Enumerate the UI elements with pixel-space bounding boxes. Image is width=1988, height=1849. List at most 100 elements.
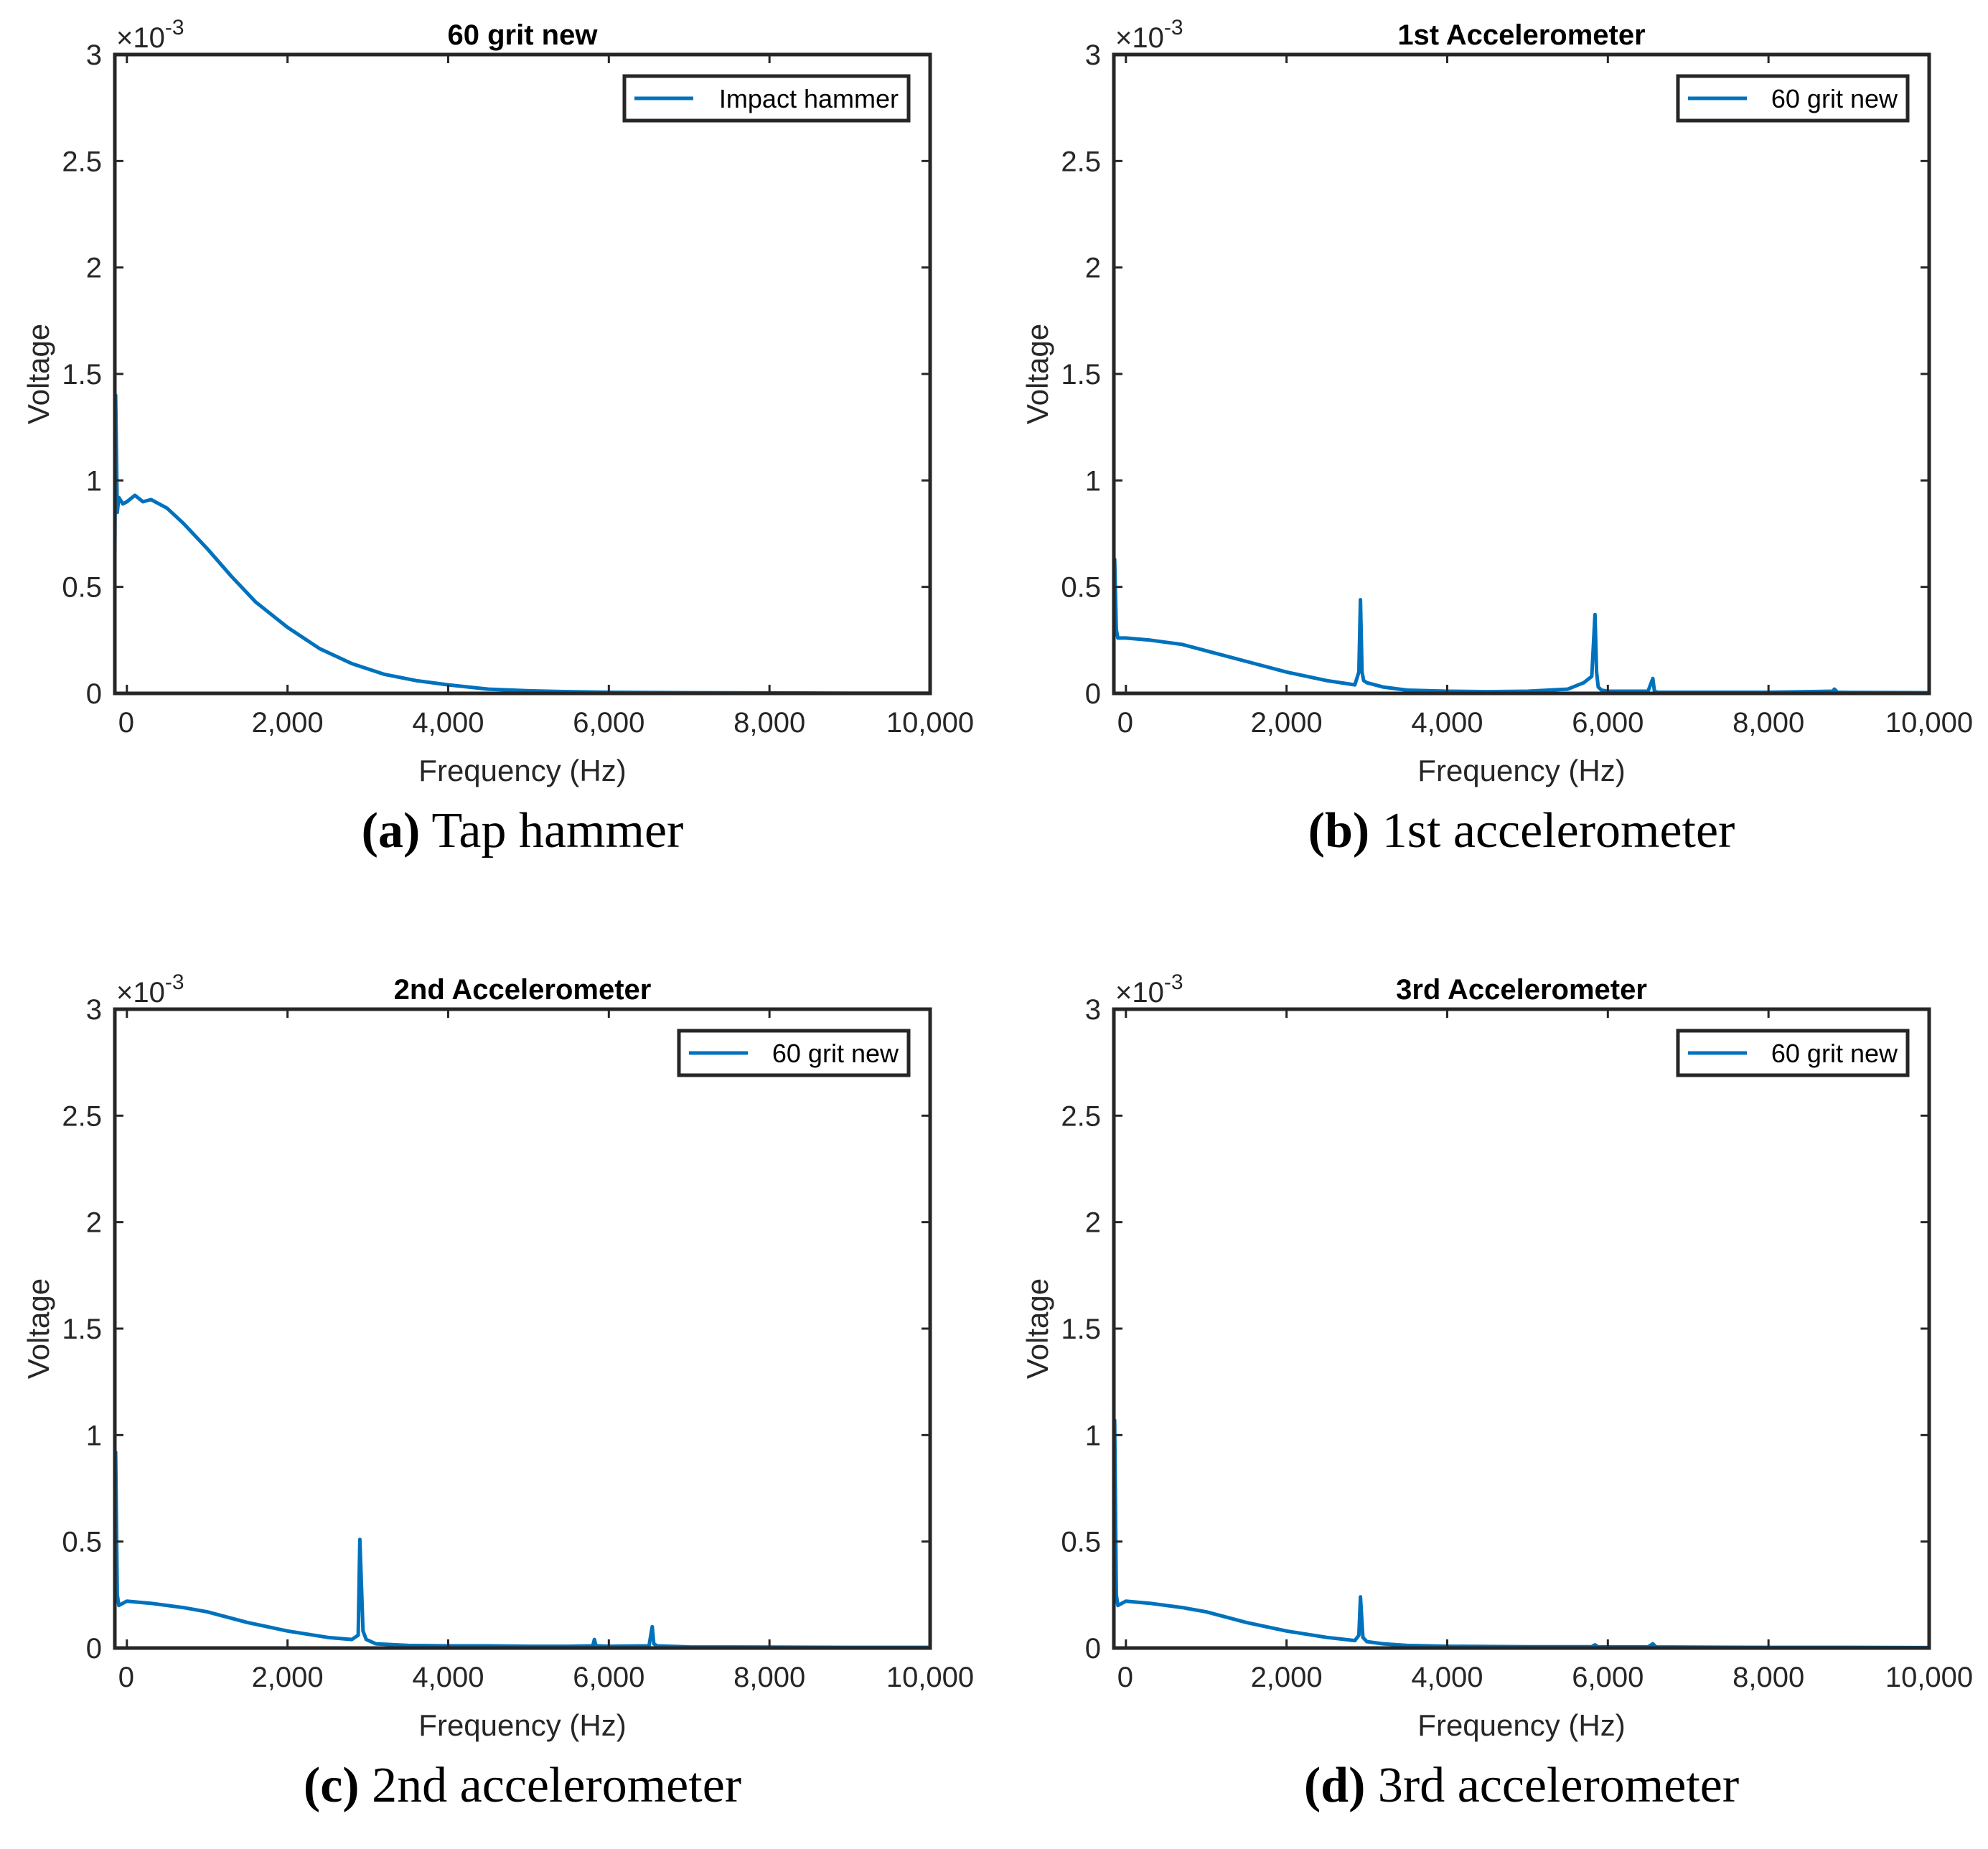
y-tick-label: 2.5 (1061, 146, 1101, 177)
y-tick-label: 0.5 (62, 1527, 102, 1558)
y-axis-label: Voltage (22, 324, 55, 424)
panel-caption: (d) 3rd accelerometer (1304, 1758, 1739, 1813)
panel-caption: (b) 1st accelerometer (1308, 803, 1735, 858)
x-tick-label: 10,000 (886, 707, 974, 739)
x-axis-label: Frequency (Hz) (1417, 1708, 1625, 1742)
x-tick-label: 0 (118, 1662, 134, 1693)
series-line-0 (1114, 1418, 1929, 1648)
y-tick-label: 2.5 (62, 146, 102, 177)
y-tick-label: 2 (1085, 1207, 1101, 1239)
y-tick-label: 3 (1085, 994, 1101, 1026)
y-tick-label: 1.5 (1061, 1314, 1101, 1345)
y-tick-label: 0.5 (1061, 572, 1101, 604)
x-tick-label: 4,000 (1411, 1662, 1483, 1693)
x-tick-label: 4,000 (412, 707, 484, 739)
y-tick-label: 0 (1085, 678, 1101, 710)
y-tick-label: 0 (86, 678, 102, 710)
x-tick-label: 6,000 (1572, 707, 1644, 739)
panel-c: 0 0.5 1 1.5 2 2.5 3 0 2,000 4,000 6,000 8,000 10,000… (22, 970, 974, 1813)
caption-text: 3rd accelerometer (1365, 1758, 1739, 1813)
caption-text: 1st accelerometer (1369, 803, 1735, 858)
y-tick-label: 0.5 (62, 572, 102, 604)
x-tick-label: 8,000 (1733, 1662, 1804, 1693)
y-exponent-power: -3 (1164, 16, 1183, 39)
y-tick-label: 1.5 (1061, 359, 1101, 390)
x-tick-label: 0 (1117, 1662, 1133, 1693)
y-tick-label: 0.5 (1061, 1527, 1101, 1558)
y-exponent-label: ×10-3 (1115, 16, 1183, 54)
y-tick-label: 0 (86, 1633, 102, 1665)
y-exponent-power: -3 (1164, 970, 1183, 994)
y-exponent-label: ×10-3 (1115, 970, 1183, 1008)
x-tick-label: 6,000 (1572, 1662, 1644, 1693)
y-exponent-base: ×10 (1115, 22, 1164, 54)
x-tick-label: 10,000 (886, 1662, 974, 1693)
y-tick-label: 2 (86, 1207, 102, 1239)
caption-text: Tap hammer (420, 803, 683, 858)
legend-entry: 60 grit new (1771, 84, 1898, 113)
x-tick-label: 8,000 (733, 1662, 805, 1693)
x-tick-label: 0 (1117, 707, 1133, 739)
legend: 60 grit new (1676, 1029, 1910, 1077)
y-tick-label: 3 (86, 39, 102, 71)
x-tick-label: 6,000 (573, 1662, 644, 1693)
caption-label: (d) (1304, 1758, 1366, 1813)
y-axis-label: Voltage (1021, 324, 1054, 424)
chart-title: 2nd Accelerometer (394, 974, 652, 1006)
x-tick-label: 2,000 (252, 1662, 324, 1693)
y-tick-label: 2 (86, 253, 102, 284)
legend: 60 grit new (1676, 74, 1910, 123)
panel-caption: (a) Tap hammer (362, 803, 684, 858)
y-tick-label: 1.5 (62, 359, 102, 390)
panel-d: 0 0.5 1 1.5 2 2.5 3 0 2,000 4,000 6,000 8,000 10,000… (1021, 970, 1973, 1813)
legend-entry: 60 grit new (1771, 1039, 1898, 1068)
legend: Impact hammer (622, 74, 911, 123)
y-exponent-power: -3 (165, 16, 184, 39)
y-exponent-base: ×10 (116, 22, 165, 54)
caption-text: 2nd accelerometer (360, 1758, 741, 1813)
y-tick-label: 3 (86, 994, 102, 1026)
caption-label: (c) (304, 1758, 360, 1813)
y-exponent-base: ×10 (1115, 977, 1164, 1008)
x-tick-label: 0 (118, 707, 134, 739)
legend-entry: Impact hammer (719, 84, 899, 113)
legend: 60 grit new (677, 1029, 911, 1077)
x-axis-label: Frequency (Hz) (418, 1708, 626, 1742)
plot-area (115, 55, 930, 693)
x-tick-label: 8,000 (733, 707, 805, 739)
y-tick-label: 2.5 (62, 1100, 102, 1132)
plot-area (1114, 1009, 1929, 1648)
legend-box (1676, 74, 1910, 123)
y-tick-label: 1 (86, 465, 102, 497)
y-exponent-label: ×10-3 (116, 16, 184, 54)
panel-a: 0 0.5 1 1.5 2 2.5 3 0 2,000 4,000 6,000 8,000 10,000… (22, 16, 974, 858)
x-tick-label: 6,000 (573, 707, 644, 739)
x-tick-label: 2,000 (1251, 707, 1323, 739)
y-tick-label: 2 (1085, 253, 1101, 284)
plot-area (115, 1009, 930, 1648)
caption-label: (b) (1308, 803, 1370, 858)
y-tick-label: 0 (1085, 1633, 1101, 1665)
y-tick-label: 3 (1085, 39, 1101, 71)
caption-label: (a) (362, 803, 421, 858)
chart-title: 60 grit new (448, 19, 599, 51)
legend-entry: 60 grit new (772, 1039, 899, 1068)
y-tick-label: 1 (86, 1420, 102, 1451)
x-tick-label: 10,000 (1885, 707, 1973, 739)
x-tick-label: 2,000 (252, 707, 324, 739)
chart-title: 1st Accelerometer (1397, 19, 1645, 51)
plot-area (1114, 55, 1929, 693)
y-tick-label: 1.5 (62, 1314, 102, 1345)
series-line-0 (115, 1450, 930, 1648)
y-tick-label: 1 (1085, 1420, 1101, 1451)
panel-b: 0 0.5 1 1.5 2 2.5 3 0 2,000 4,000 6,000 8,000 10,000… (1021, 16, 1973, 858)
x-tick-label: 10,000 (1885, 1662, 1973, 1693)
y-exponent-power: -3 (165, 970, 184, 994)
panel-caption: (c) 2nd accelerometer (304, 1758, 741, 1813)
x-tick-label: 4,000 (412, 1662, 484, 1693)
chart-title: 3rd Accelerometer (1396, 974, 1647, 1006)
y-exponent-base: ×10 (116, 977, 165, 1008)
x-axis-label: Frequency (Hz) (1417, 754, 1625, 787)
x-tick-label: 8,000 (1733, 707, 1804, 739)
